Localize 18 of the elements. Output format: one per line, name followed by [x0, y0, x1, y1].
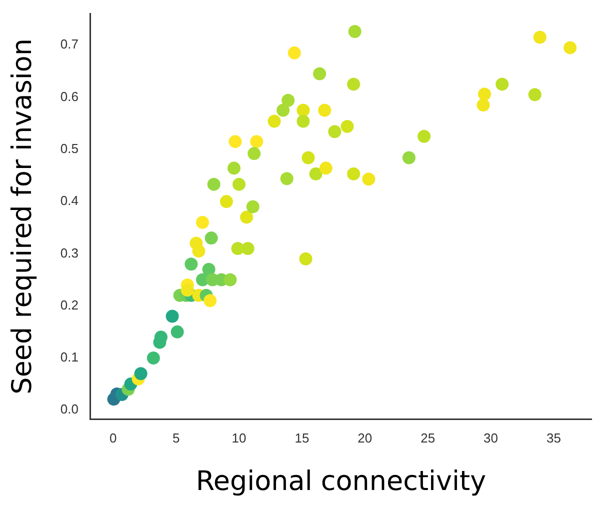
- y-tick-label: 0.1: [60, 350, 78, 365]
- x-tick-label: 0: [110, 430, 117, 446]
- y-tick-label: 0.4: [60, 193, 78, 208]
- x-tick-label: 15: [294, 430, 310, 446]
- x-tick-label: 25: [420, 430, 436, 446]
- y-axis-title: Seed required for invasion: [7, 38, 38, 394]
- x-tick-label: 35: [546, 430, 561, 446]
- x-tick-label: 30: [484, 430, 498, 446]
- y-tick-label: 0.0: [60, 402, 78, 417]
- y-tick-label: 0.6: [60, 88, 78, 104]
- y-tick-label: 0.5: [60, 140, 78, 156]
- x-axis-title: Regional connectivity: [196, 466, 486, 497]
- x-tick-label: 5: [172, 430, 180, 446]
- y-tick-label: 0.3: [60, 245, 78, 260]
- x-tick-label: 10: [232, 430, 246, 446]
- x-tick-label: 20: [358, 430, 372, 446]
- y-tick-label: 0.2: [60, 297, 78, 312]
- y-tick-label: 0.7: [60, 36, 78, 52]
